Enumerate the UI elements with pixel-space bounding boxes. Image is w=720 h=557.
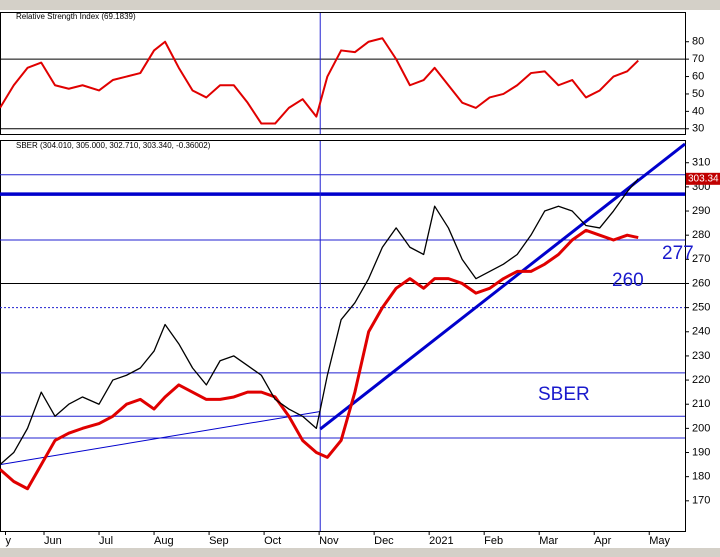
x-tick-label: Aug <box>154 535 174 547</box>
rsi-frame <box>0 12 686 135</box>
x-tick-label: Feb <box>484 535 503 547</box>
y-tick-label: 260 <box>692 277 710 289</box>
toolbar <box>0 0 720 10</box>
series-line <box>0 228 639 491</box>
x-tick-label: Nov <box>319 535 339 547</box>
series-line <box>0 37 639 125</box>
annotation: 277 <box>662 243 694 264</box>
y-tick-label: 290 <box>692 205 710 217</box>
y-tick-label: 230 <box>692 350 710 362</box>
y-tick-label: 60 <box>692 70 704 82</box>
x-tick-label: May <box>649 535 670 547</box>
y-tick-label: 30 <box>692 123 704 135</box>
price-title: SBER (304.010, 305.000, 302.710, 303.340… <box>16 141 211 150</box>
price-label-box <box>686 172 720 185</box>
series-line <box>0 178 639 466</box>
x-tick-label: Apr <box>594 535 611 547</box>
y-tick-label: 40 <box>692 105 704 117</box>
x-tick-label: Oct <box>264 535 281 547</box>
y-tick-label: 190 <box>692 446 710 458</box>
y-tick-label: 70 <box>692 53 704 65</box>
y-tick-label: 280 <box>692 229 710 241</box>
x-tick-label: 2021 <box>429 535 453 547</box>
price-frame <box>0 140 686 532</box>
y-tick-label: 170 <box>692 495 710 507</box>
y-tick-label: 240 <box>692 326 710 338</box>
x-tick-label: Mar <box>539 535 558 547</box>
x-tick-label: Sep <box>209 535 229 547</box>
annotation: SBER <box>538 384 590 405</box>
x-tick-label: Dec <box>374 535 394 547</box>
trend-line <box>0 410 321 466</box>
y-tick-label: 250 <box>692 302 710 314</box>
x-tick-label: Jul <box>99 535 113 547</box>
y-tick-label: 310 <box>692 157 710 169</box>
y-tick-label: 50 <box>692 88 704 100</box>
scrollbar[interactable] <box>0 548 720 557</box>
annotation: 260 <box>612 270 644 291</box>
y-tick-label: 200 <box>692 422 710 434</box>
y-tick-label: 270 <box>692 253 710 265</box>
y-tick-label: 80 <box>692 36 704 48</box>
y-tick-label: 210 <box>692 398 710 410</box>
x-tick-label: y <box>6 535 12 547</box>
rsi-title: Relative Strength Index (69.1839) <box>16 12 136 21</box>
trend-line <box>319 142 686 431</box>
y-tick-label: 220 <box>692 374 710 386</box>
price-label: 303.34 <box>688 173 719 184</box>
y-tick-label: 180 <box>692 471 710 483</box>
x-tick-label: Jun <box>44 535 62 547</box>
